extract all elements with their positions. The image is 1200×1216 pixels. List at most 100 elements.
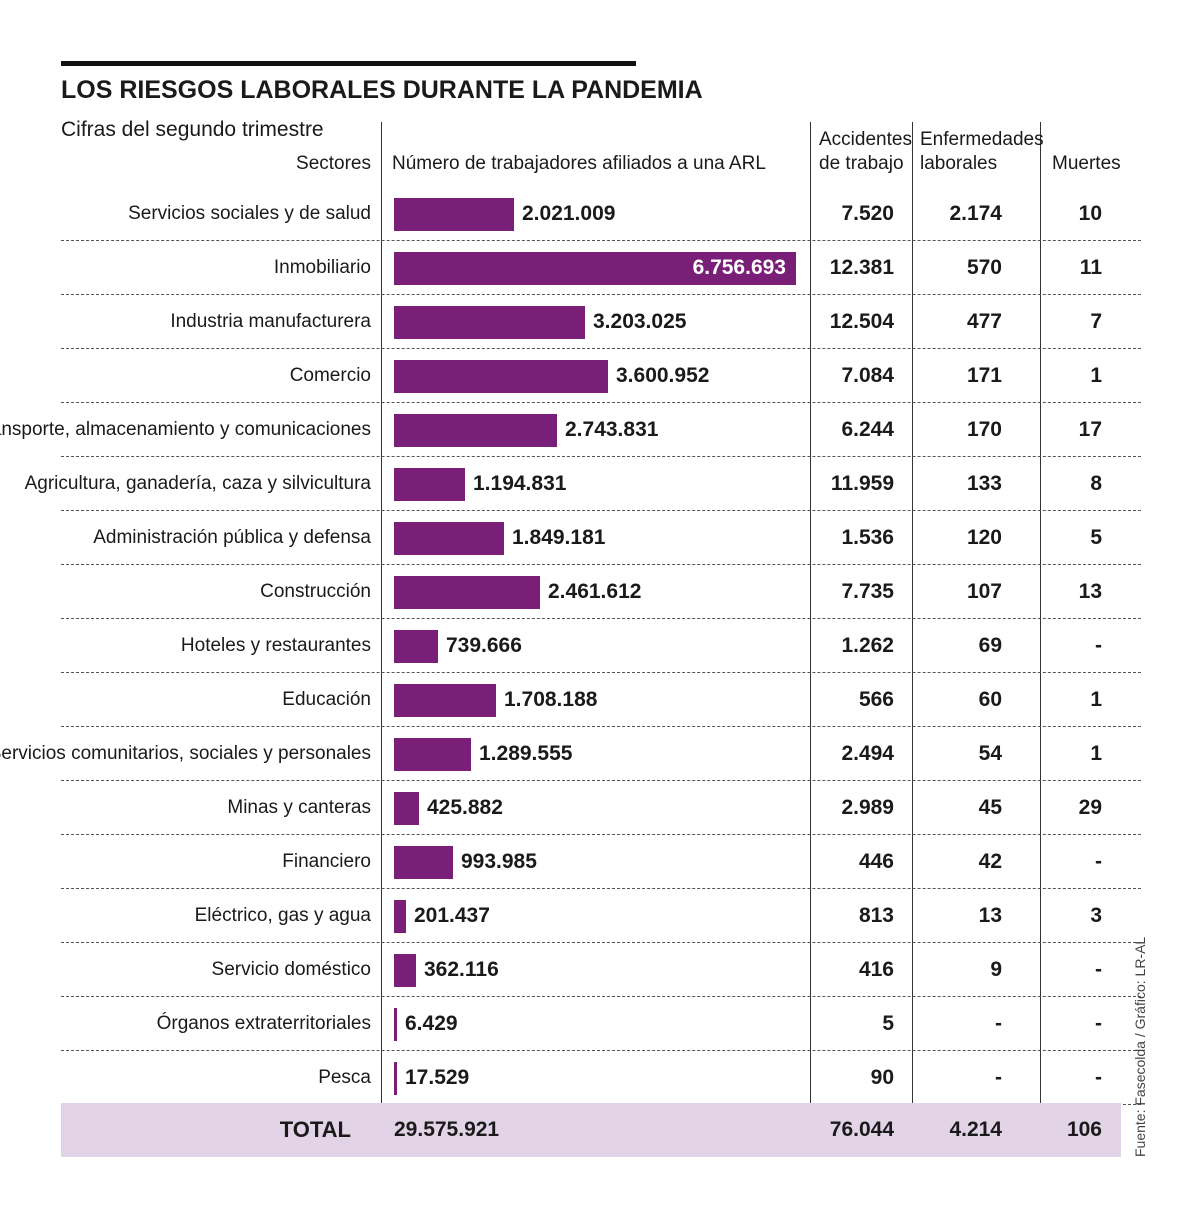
table-row: Órganos extraterritoriales 6.429 5 - -: [61, 997, 1141, 1051]
row-separator: [61, 402, 1141, 403]
table-row: Construcción 2.461.612 7.735 107 13: [61, 565, 1141, 619]
table-row: Administración pública y defensa 1.849.18…: [61, 511, 1141, 565]
bar-value-label: 993.985: [461, 850, 537, 873]
cell-enfermedades: 45: [978, 796, 1002, 819]
sector-label: Financiero: [282, 851, 371, 872]
cell-muertes: 5: [1090, 526, 1102, 549]
sector-label: Minas y canteras: [227, 797, 371, 818]
cell-enfermedades: 170: [966, 418, 1002, 441]
sector-label: Servicios comunitarios, sociales y perso…: [0, 743, 371, 764]
cell-muertes: 7: [1090, 310, 1102, 333]
cell-accidentes: 5: [882, 1012, 894, 1035]
cell-enfermedades: 120: [966, 526, 1002, 549]
bar-afiliados: [394, 468, 465, 501]
cell-accidentes: 7.735: [841, 580, 894, 603]
bar-value-label: 425.882: [427, 796, 503, 819]
sector-label: Administración pública y defensa: [93, 527, 371, 548]
bar-afiliados: [394, 900, 406, 933]
table-row: Servicios comunitarios, sociales y perso…: [0, 727, 1141, 781]
total-muertes: 106: [1066, 1118, 1102, 1141]
header-sectores: Sectores: [296, 153, 371, 174]
cell-enfermedades: -: [995, 1012, 1002, 1035]
bar-value-label: 739.666: [446, 634, 522, 657]
row-separator: [61, 456, 1141, 457]
header-enfermedades-line1: Enfermedades: [920, 129, 1044, 150]
cell-accidentes: 2.494: [841, 742, 894, 765]
total-accidentes: 76.044: [829, 1118, 894, 1141]
cell-enfermedades: 2.174: [949, 202, 1002, 225]
row-separator: [61, 726, 1141, 727]
bar-value-label: 2.461.612: [548, 580, 642, 603]
bar-afiliados: [394, 198, 514, 231]
cell-accidentes: 12.504: [829, 310, 894, 333]
bar-value-label: 1.849.181: [512, 526, 606, 549]
total-enfermedades: 4.214: [949, 1118, 1002, 1141]
sector-label: Hoteles y restaurantes: [180, 635, 371, 656]
row-separator: [61, 240, 1141, 241]
header-accidentes-line2: de trabajo: [819, 153, 904, 174]
divider-afiliados: [810, 122, 811, 1157]
cell-muertes: 3: [1090, 904, 1102, 927]
table-row: Servicio doméstico 362.116 416 9 -: [61, 943, 1141, 997]
cell-accidentes: 566: [858, 688, 894, 711]
table-row: Inmobiliario 6.756.693 12.381 570 11: [61, 241, 1141, 295]
row-separator: [61, 564, 1141, 565]
cell-enfermedades: 42: [978, 850, 1002, 873]
bar-afiliados: [394, 306, 585, 339]
row-separator: [61, 618, 1141, 619]
bar-value-label: 6.756.693: [692, 256, 786, 279]
bar-value-label: 1.289.555: [479, 742, 573, 765]
bar-value-label: 201.437: [414, 904, 490, 927]
divider-accidentes: [912, 122, 913, 1157]
cell-enfermedades: 477: [966, 310, 1002, 333]
cell-accidentes: 446: [858, 850, 894, 873]
bar-value-label: 1.708.188: [504, 688, 598, 711]
cell-muertes: 13: [1078, 580, 1102, 603]
cell-accidentes: 7.520: [841, 202, 894, 225]
chart-subtitle: Cifras del segundo trimestre: [61, 118, 324, 141]
bar-afiliados: [394, 630, 438, 663]
bar-value-label: 362.116: [424, 958, 499, 981]
cell-enfermedades: 13: [978, 904, 1002, 927]
bar-afiliados: [394, 360, 608, 393]
cell-enfermedades: 133: [966, 472, 1002, 495]
header-afiliados: Número de trabajadores afiliados a una A…: [392, 153, 766, 174]
bar-afiliados: [394, 954, 416, 987]
row-separator: [61, 510, 1141, 511]
cell-muertes: 11: [1079, 256, 1102, 279]
total-label: TOTAL: [279, 1117, 351, 1142]
source-credit: Fuente: Fasecolda / Gráfico: LR-AL: [1132, 936, 1148, 1157]
cell-accidentes: 6.244: [841, 418, 894, 441]
row-separator: [61, 1050, 1141, 1051]
row-separator: [61, 996, 1141, 997]
cell-accidentes: 416: [858, 958, 894, 981]
sector-label: Servicios sociales y de salud: [128, 203, 371, 224]
cell-enfermedades: 107: [966, 580, 1002, 603]
bar-afiliados: [394, 738, 471, 771]
row-separator: [61, 294, 1141, 295]
table-row: Hoteles y restaurantes 739.666 1.262 69 -: [61, 619, 1141, 673]
header-accidentes-line1: Accidentes: [819, 129, 912, 150]
sector-label: Industria manufacturera: [170, 311, 371, 332]
cell-accidentes: 90: [870, 1066, 894, 1089]
bar-afiliados: [394, 846, 453, 879]
divider-sectores: [381, 122, 382, 1157]
total-afiliados: 29.575.921: [394, 1118, 500, 1141]
cell-muertes: -: [1095, 634, 1102, 657]
cell-muertes: 10: [1078, 202, 1102, 225]
table-row: Comercio 3.600.952 7.084 171 1: [61, 349, 1141, 403]
chart-title: LOS RIESGOS LABORALES DURANTE LA PANDEMI…: [61, 76, 703, 104]
bar-value-label: 3.203.025: [593, 310, 687, 333]
table-row: Minas y canteras 425.882 2.989 45 29: [61, 781, 1141, 835]
sector-label: Transporte, almacenamiento y comunicacio…: [0, 419, 371, 440]
bar-value-label: 3.600.952: [616, 364, 710, 387]
sector-label: Eléctrico, gas y agua: [194, 905, 371, 926]
table-row: Transporte, almacenamiento y comunicacio…: [0, 403, 1141, 457]
sector-label: Órganos extraterritoriales: [156, 1013, 371, 1034]
table-row: Industria manufacturera 3.203.025 12.504 47…: [61, 295, 1141, 349]
bar-afiliados: [394, 1008, 397, 1041]
row-separator: [61, 348, 1141, 349]
cell-enfermedades: 171: [966, 364, 1002, 387]
cell-enfermedades: 570: [966, 256, 1002, 279]
bar-afiliados: [394, 792, 419, 825]
